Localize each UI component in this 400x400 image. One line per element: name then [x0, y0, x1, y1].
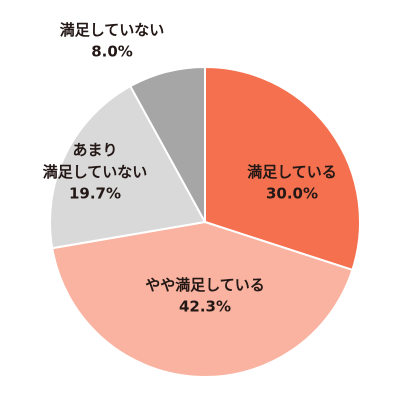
value-label: 19.7%: [69, 185, 121, 203]
value-label: 8.0%: [91, 43, 133, 61]
slice-label: やや満足している: [145, 276, 265, 294]
pie-slice: [204, 65, 361, 272]
value-label: 30.0%: [266, 185, 318, 203]
pie-slice: [51, 220, 354, 378]
slice-label: あまり満足していない: [43, 141, 148, 181]
slice-label: 満足している: [247, 163, 337, 181]
pie-slice: [128, 65, 206, 223]
value-label: 42.3%: [179, 298, 231, 316]
pie-slice: [49, 84, 207, 250]
slice-label: 満足していない: [60, 21, 165, 39]
